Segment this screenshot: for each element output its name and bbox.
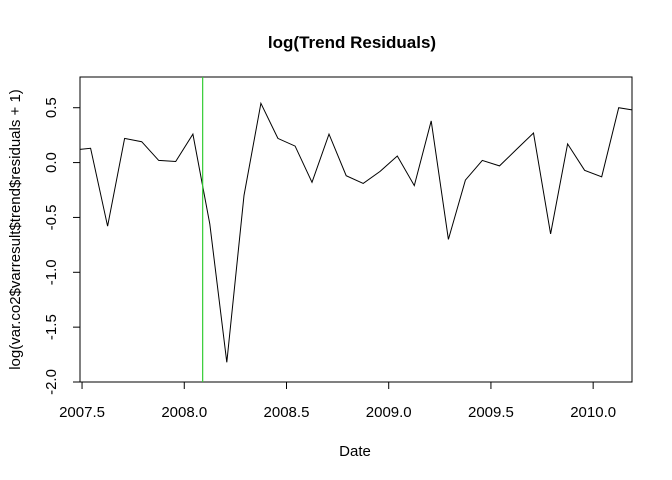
series-line-0 [79, 101, 633, 363]
y-tick-label-4: 0.0 [43, 152, 60, 173]
x-tick-label-2: 2008.5 [264, 404, 310, 421]
plot-area [79, 76, 633, 383]
y-tick-label-5: 0.5 [43, 97, 60, 118]
x-axis-label: Date [339, 443, 371, 460]
y-tick-label-1: -1.5 [43, 314, 60, 340]
y-axis: -2.0 -1.5 -1.0 -0.5 0.0 0.5 [43, 97, 80, 395]
chart-title: log(Trend Residuals) [268, 33, 436, 52]
series-layer [79, 77, 633, 382]
x-tick-label-1: 2008.0 [161, 404, 207, 421]
y-tick-label-2: -1.0 [43, 259, 60, 285]
x-tick-label-4: 2009.5 [468, 404, 514, 421]
plot-box [79, 76, 633, 383]
x-axis: 2007.5 2008.0 2008.5 2009.0 2009.5 2010.0 [59, 382, 616, 421]
y-tick-label-0: -2.0 [43, 369, 60, 395]
y-tick-label-3: -0.5 [43, 205, 60, 231]
x-tick-label-3: 2009.0 [366, 404, 412, 421]
x-tick-label-0: 2007.5 [59, 404, 105, 421]
y-axis-label: log(var.co2$varresult$trend$residuals + … [7, 89, 24, 370]
x-tick-label-5: 2010.0 [570, 404, 616, 421]
